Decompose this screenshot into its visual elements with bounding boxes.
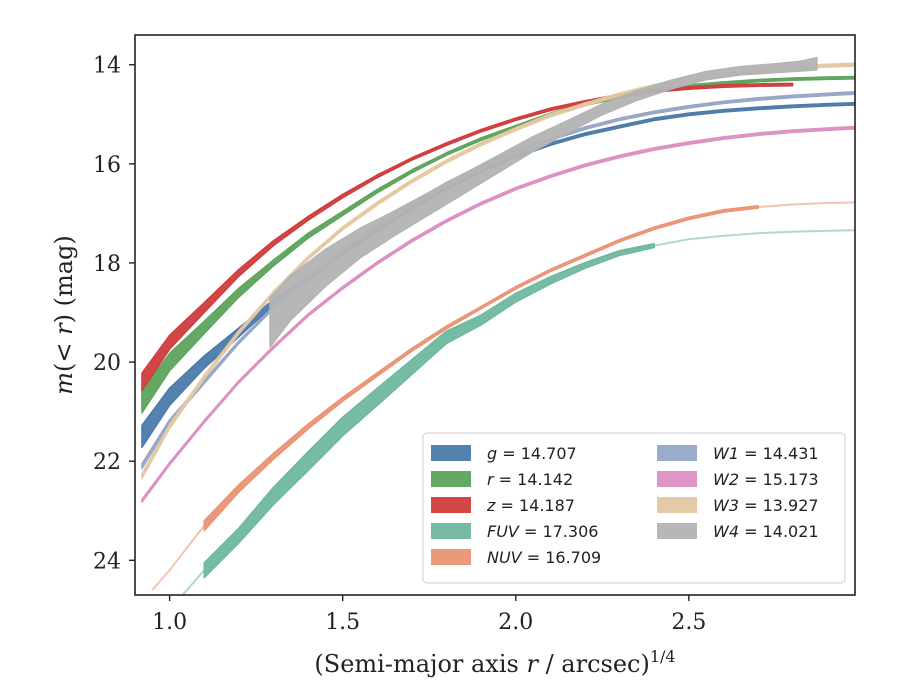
legend-swatch-r: [431, 471, 471, 487]
y-tick-label: 18: [93, 252, 121, 277]
legend-item-w4: W4 = 14.021: [657, 522, 819, 541]
legend-swatch-w2: [657, 471, 697, 487]
legend-item-z: z = 14.187: [431, 496, 575, 515]
y-axis-label: m(< r) (mag): [50, 235, 78, 395]
series-r-band: [141, 75, 855, 414]
y-tick-label: 22: [93, 450, 121, 475]
legend-swatch-w1: [657, 445, 697, 461]
series-fuv-band: [203, 242, 655, 579]
y-tick-label: 24: [93, 549, 121, 574]
series-z: [141, 82, 794, 392]
legend: g = 14.707 r = 14.142 z = 14.187 FUV = 17.3…: [422, 432, 846, 584]
y-tick-label: 20: [93, 351, 121, 376]
legend-swatch-w4: [657, 523, 697, 539]
series-nuv: [151, 201, 855, 591]
legend-swatch-g: [431, 445, 471, 461]
legend-label-w4: W4 = 14.021: [713, 522, 819, 541]
legend-swatch-w3: [657, 497, 697, 513]
legend-item-w2: W2 = 15.173: [657, 470, 819, 489]
y-tick-label: 16: [93, 153, 121, 178]
x-axis-label: (Semi-major axis r / arcsec)1/4: [314, 647, 675, 678]
series-nuv-band: [203, 205, 759, 532]
legend-label-w1: W1 = 14.431: [713, 444, 819, 463]
legend-label-w2: W2 = 15.173: [713, 470, 819, 489]
legend-item-w3: W3 = 13.927: [657, 496, 819, 515]
series-nuv-extrapolation-inner: [151, 524, 205, 591]
x-axis-ticks: 1.0 1.5 2.0 2.5: [152, 595, 706, 635]
x-tick-label: 1.5: [325, 610, 360, 635]
legend-label-g: g = 14.707: [487, 444, 577, 463]
series-fuv-extrapolation-inner: [181, 569, 205, 595]
legend-label-fuv: FUV = 17.306: [487, 522, 598, 541]
legend-item-r: r = 14.142: [431, 470, 573, 489]
series-fuv-extrapolation-outer: [654, 229, 855, 247]
x-tick-label: 2.0: [498, 610, 533, 635]
legend-label-z: z = 14.187: [486, 496, 575, 515]
legend-swatch-z: [431, 497, 471, 513]
series-w3-band: [141, 62, 855, 480]
legend-item-nuv: NUV = 16.709: [431, 548, 601, 567]
svg-text:m(< r) (mag): m(< r) (mag): [50, 235, 78, 395]
plot-frame: [134, 34, 856, 596]
series-w3: [141, 62, 855, 480]
series-w4: [269, 56, 818, 348]
legend-item-fuv: FUV = 17.306: [431, 522, 598, 541]
series-g-band: [141, 101, 855, 449]
series-r: [141, 75, 855, 414]
legend-label-nuv: NUV = 16.709: [487, 548, 601, 567]
legend-label-w3: W3 = 13.927: [713, 496, 819, 515]
series-fuv: [181, 229, 855, 595]
series-nuv-extrapolation-outer: [758, 201, 855, 208]
y-axis-ticks: 14 16 18 20 22 24: [93, 54, 135, 574]
legend-item-g: g = 14.707: [431, 444, 577, 463]
x-tick-label: 2.5: [671, 610, 706, 635]
x-tick-label: 1.0: [152, 610, 187, 635]
y-tick-label: 14: [93, 54, 121, 79]
series-w2: [141, 125, 855, 503]
legend-item-w1: W1 = 14.431: [657, 444, 819, 463]
series-z-band: [141, 82, 794, 392]
legend-swatch-nuv: [431, 549, 471, 565]
series-w2-band: [141, 125, 855, 503]
legend-label-r: r = 14.142: [487, 470, 573, 489]
series-g: [141, 101, 855, 449]
series-layer: [141, 56, 855, 595]
series-w4-band: [269, 56, 818, 348]
legend-swatch-fuv: [431, 523, 471, 539]
legend-box: [422, 432, 846, 584]
